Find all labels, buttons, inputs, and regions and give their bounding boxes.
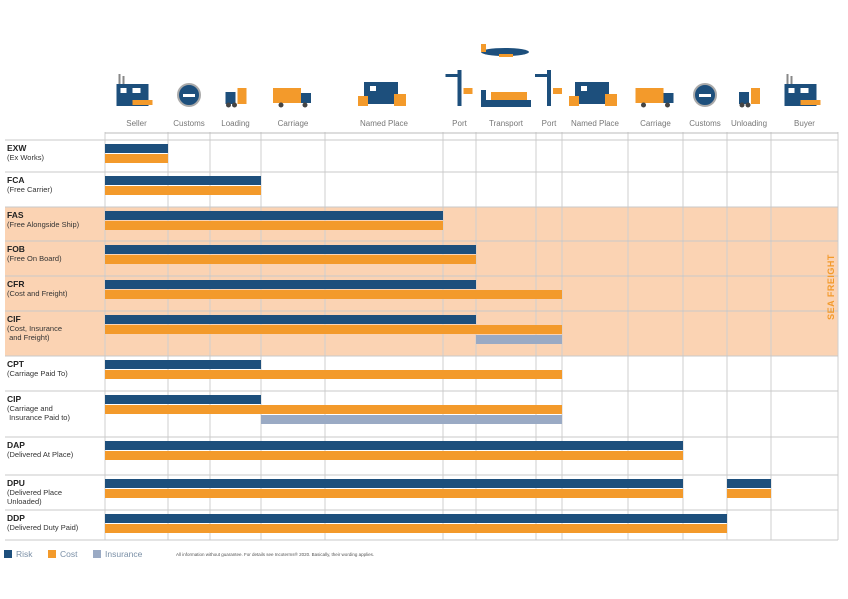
crane-icon — [445, 70, 473, 106]
ship-icon — [481, 90, 531, 107]
risk-bar-cpt — [105, 360, 261, 369]
incoterm-name: (Cost and Freight) — [7, 289, 68, 298]
column-label: Named Place — [570, 119, 620, 128]
cost-bar-fca — [105, 186, 261, 195]
column-label: Transport — [489, 119, 523, 128]
airplane-icon — [481, 44, 529, 57]
legend-swatch — [48, 550, 56, 558]
row-label-fca: FCA (Free Carrier) — [7, 175, 53, 195]
cost-bar-fob — [105, 255, 476, 264]
risk-bar-ddp — [105, 514, 727, 523]
incoterm-code: CPT — [7, 359, 24, 369]
legend-swatch — [4, 550, 12, 558]
row-label-dap: DAP (Delivered At Place) — [7, 440, 74, 460]
risk-bar-cif — [105, 315, 476, 324]
crane-icon — [535, 70, 562, 106]
forklift-icon — [225, 88, 247, 108]
column-label: Port — [452, 119, 467, 128]
incoterm-code: CFR — [7, 279, 25, 289]
row-label-cfr: CFR (Cost and Freight) — [7, 279, 68, 299]
incoterm-code: DDP — [7, 513, 25, 523]
row-label-ddp: DDP (Delivered Duty Paid) — [7, 513, 79, 533]
incoterm-name: (Free Carrier) — [7, 185, 53, 194]
risk-bar-dpu — [105, 479, 683, 488]
cost-bar-cfr — [105, 290, 562, 299]
row-label-cpt: CPT (Carriage Paid To) — [7, 359, 68, 379]
incoterm-code: DAP — [7, 440, 25, 450]
cost-bar-cip — [105, 405, 562, 414]
column-label: Loading — [221, 119, 250, 128]
incoterm-name: (Free On Board) — [7, 254, 62, 263]
column-label: Carriage — [640, 119, 671, 128]
incoterm-code: FOB — [7, 244, 25, 254]
incoterm-name: (Carriage Paid To) — [7, 369, 68, 378]
legend-insurance: Insurance — [93, 549, 142, 559]
row-label-cif: CIF (Cost, Insurance and Freight) — [7, 314, 63, 343]
incoterm-code: EXW — [7, 143, 27, 153]
column-label: Customs — [689, 119, 721, 128]
cost-bar-dap — [105, 451, 683, 460]
customs-seal-icon — [693, 83, 717, 107]
cost-bar-dpu — [727, 489, 771, 498]
row-label-cip: CIP (Carriage and Insurance Paid to) — [7, 394, 70, 423]
insurance-bar-cip — [261, 415, 562, 424]
risk-bar-exw — [105, 144, 168, 153]
incoterm-code: FAS — [7, 210, 24, 220]
row-label-fob: FOB (Free On Board) — [7, 244, 62, 264]
risk-bar-cfr — [105, 280, 476, 289]
row-label-dpu: DPU (Delivered Place Unloaded) — [7, 478, 63, 507]
warehouse-icon — [569, 82, 617, 106]
risk-bar-fob — [105, 245, 476, 254]
legend-label: Risk — [16, 549, 33, 559]
cost-bar-exw — [105, 154, 168, 163]
truck-icon — [635, 88, 674, 108]
legend-label: Cost — [60, 549, 78, 559]
incoterm-name: (Delivered Place Unloaded) — [7, 488, 63, 506]
factory-icon — [116, 74, 153, 106]
truck-icon — [273, 88, 311, 108]
column-label: Seller — [126, 119, 147, 128]
row-label-exw: EXW (Ex Works) — [7, 143, 44, 163]
incoterm-code: DPU — [7, 478, 25, 488]
cost-bar-cif — [105, 325, 562, 334]
sea-freight-label: SEA FREIGHT — [825, 254, 836, 320]
customs-seal-icon — [177, 83, 201, 107]
incoterm-name: (Delivered Duty Paid) — [7, 523, 79, 532]
incoterm-name: (Delivered At Place) — [7, 450, 74, 459]
incoterm-name: (Carriage and Insurance Paid to) — [7, 404, 70, 422]
factory-icon — [784, 74, 821, 106]
column-label: Customs — [173, 119, 205, 128]
cost-bar-cpt — [105, 370, 562, 379]
cost-bar-fas — [105, 221, 443, 230]
legend-swatch — [93, 550, 101, 558]
column-label: Buyer — [794, 119, 815, 128]
incoterm-name: (Cost, Insurance and Freight) — [7, 324, 63, 342]
column-label: Named Place — [359, 119, 409, 128]
disclaimer-note: All information without guarantee. For d… — [176, 552, 375, 557]
risk-bar-fca — [105, 176, 261, 185]
risk-bar-dpu — [727, 479, 771, 488]
incoterm-code: FCA — [7, 175, 25, 185]
risk-bar-cip — [105, 395, 261, 404]
forklift-icon — [739, 88, 760, 108]
legend-risk: Risk — [4, 549, 33, 559]
risk-bar-fas — [105, 211, 443, 220]
legend-cost: Cost — [48, 549, 77, 559]
column-label: Unloading — [730, 119, 768, 128]
incoterm-name: (Free Alongside Ship) — [7, 220, 80, 229]
warehouse-icon — [358, 82, 406, 106]
incoterm-code: CIP — [7, 394, 22, 404]
incoterm-code: CIF — [7, 314, 21, 324]
incoterm-name: (Ex Works) — [7, 153, 44, 162]
risk-bar-dap — [105, 441, 683, 450]
cost-bar-ddp — [105, 524, 727, 533]
legend-label: Insurance — [105, 549, 143, 559]
column-label: Port — [541, 119, 557, 128]
cost-bar-dpu — [105, 489, 683, 498]
insurance-bar-cif — [476, 335, 562, 344]
column-label: Carriage — [277, 119, 309, 128]
row-label-fas: FAS (Free Alongside Ship) — [7, 210, 80, 230]
